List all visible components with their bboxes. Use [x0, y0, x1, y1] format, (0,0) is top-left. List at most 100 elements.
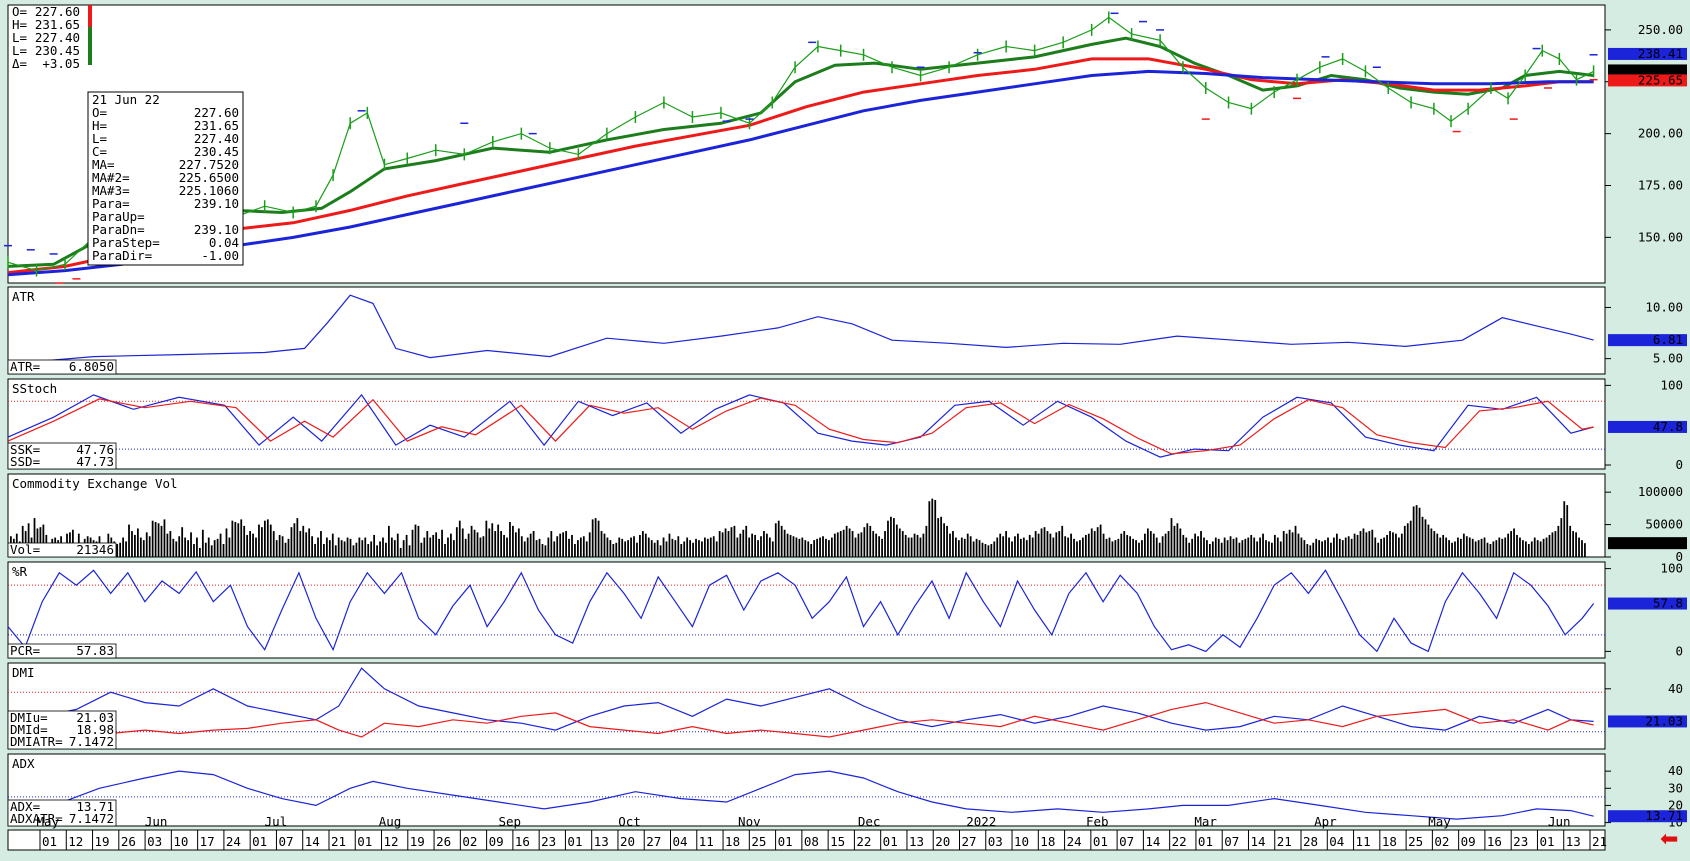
volume-bar	[777, 520, 780, 557]
x-tick-label: 14	[1250, 834, 1265, 849]
volume-bar	[579, 537, 582, 557]
volume-bar	[872, 531, 875, 557]
volume-bar	[1400, 533, 1403, 557]
x-month-label: Feb	[1086, 814, 1109, 829]
volume-bar	[736, 537, 739, 557]
last-value-badge	[1608, 334, 1687, 347]
x-tick-label: 02	[1434, 834, 1449, 849]
volume-bar	[1241, 540, 1244, 557]
volume-bar	[1034, 531, 1037, 557]
volume-bar	[269, 524, 272, 557]
panel-pcr[interactable]: 0 100 57.8 %R PCR= 57.83	[7, 561, 1687, 659]
volume-bar	[308, 528, 311, 557]
volume-bar	[1365, 532, 1368, 557]
volume-bar	[175, 541, 178, 557]
data-window-value: 0.04	[209, 235, 239, 250]
volume-bar	[157, 523, 160, 557]
volume-bar	[1409, 520, 1412, 557]
volume-bar	[1477, 540, 1480, 557]
volume-bar	[1214, 537, 1217, 557]
volume-bar	[432, 534, 435, 557]
volume-bar	[1259, 537, 1261, 557]
x-tick-label: 18	[1382, 834, 1397, 849]
volume-bar	[184, 537, 187, 557]
volume-bar	[668, 533, 671, 557]
volume-bar	[228, 537, 231, 557]
volume-bar	[461, 528, 464, 557]
last-value-label: 238.41	[1638, 46, 1683, 61]
volume-bar	[1527, 544, 1530, 557]
volume-bar	[1344, 537, 1347, 557]
range-bar-green	[88, 27, 92, 65]
volume-bar	[1457, 537, 1459, 557]
last-value-badge	[1608, 420, 1687, 433]
volume-bar	[1584, 543, 1586, 557]
panel-dmi[interactable]: 40 21.03 DMI DMIu= 21.03 DMId= 18.98 DMIATR= 7.1…	[7, 662, 1687, 750]
x-tick-label: 01	[883, 834, 898, 849]
panel-readout-box	[7, 542, 117, 558]
y-tick-label: 30	[1668, 780, 1683, 795]
volume-bar	[963, 538, 966, 557]
volume-bar	[987, 545, 990, 557]
volume-bar	[952, 531, 954, 557]
x-tick-label: 16	[515, 834, 530, 849]
volume-bar	[1581, 540, 1583, 557]
panel-atr-frame	[7, 286, 1606, 375]
data-window-value: 225.6500	[179, 170, 239, 185]
volume-bar	[588, 532, 591, 557]
x-tick-label: 20	[935, 834, 950, 849]
panel-title: ADX	[12, 756, 35, 771]
volume-bar	[358, 537, 361, 557]
volume-bar	[1294, 525, 1297, 557]
volume-bar	[290, 527, 293, 557]
volume-bar	[284, 542, 287, 557]
volume-bar	[370, 541, 373, 557]
volume-bar	[479, 537, 482, 557]
volume-bar	[910, 537, 913, 557]
volume-bar	[639, 534, 641, 557]
panel-readout-box	[7, 442, 117, 470]
volume-bar	[760, 536, 762, 557]
volume-bar	[523, 541, 526, 557]
volume-bar	[379, 541, 381, 557]
volume-bar	[766, 533, 768, 557]
data-window[interactable]: 21 Jun 22O= 227.60 H= 231.65 L= 227.40 C= 230.4…	[87, 91, 244, 266]
panel-atr[interactable]: 5.00 10.00 6.81 ATR ATR= 6.8050	[7, 286, 1687, 375]
panel-volume[interactable]: 0 50000 100000 21346 Commodity Exchange Vol V…	[7, 473, 1687, 564]
volume-bar	[1324, 540, 1326, 557]
panel-price[interactable]: 150.00175.00200.00225.00250.00238.41230.…	[4, 4, 1687, 284]
volume-bar	[1554, 531, 1557, 557]
volume-bar	[367, 544, 370, 557]
volume-bar	[839, 531, 842, 557]
volume-bar	[627, 540, 629, 557]
volume-bar	[1200, 531, 1202, 557]
volume-bar	[520, 536, 523, 557]
volume-bar	[789, 534, 792, 557]
volume-bar	[925, 525, 928, 557]
volume-bar	[845, 525, 848, 557]
volume-bar	[724, 528, 727, 557]
panel-readout-box	[7, 359, 117, 375]
volume-bar	[1492, 541, 1495, 557]
scroll-left-arrow-icon[interactable]: ⬅	[1660, 827, 1679, 852]
volume-bar	[1276, 537, 1279, 557]
volume-bar	[272, 531, 275, 557]
volume-bar	[1008, 537, 1010, 557]
volume-bar	[231, 520, 234, 557]
volume-bar	[1448, 540, 1450, 557]
volume-bar	[1533, 537, 1536, 557]
volume-bar	[972, 541, 975, 557]
volume-bar	[922, 533, 925, 557]
volume-bar	[1519, 537, 1521, 557]
x-tick-label: 21	[331, 834, 346, 849]
data-window-value: 239.10	[194, 196, 239, 211]
x-month-label: Jun	[145, 814, 168, 829]
volume-bar	[390, 537, 393, 557]
panel-sstoch[interactable]: 0 100 47.8 SStoch SSK= 47.76 SSD= 47.73	[7, 377, 1687, 472]
volume-bar	[1120, 533, 1123, 557]
last-value-badge	[1608, 537, 1687, 550]
volume-bar	[1114, 540, 1117, 557]
x-tick-label: 01	[567, 834, 582, 849]
